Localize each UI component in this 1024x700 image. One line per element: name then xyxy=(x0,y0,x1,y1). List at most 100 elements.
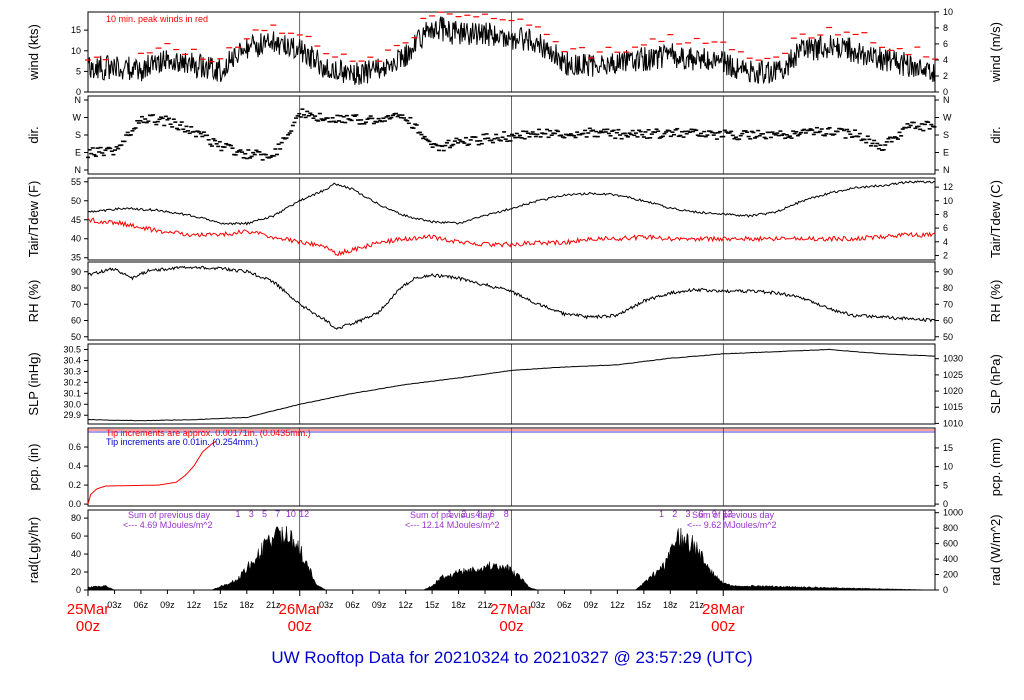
x-day-label: 25Mar xyxy=(67,601,110,618)
wind-right-tick-label: 8 xyxy=(943,23,948,33)
solar-radiation-area xyxy=(87,526,935,591)
pcp-right-tick-label: 10 xyxy=(943,462,953,472)
x-hour-tick-label: 18z xyxy=(663,600,678,610)
rad-right-tick-label: 800 xyxy=(943,523,958,533)
x-hour-tick-label: 12z xyxy=(610,600,625,610)
wind-left-axis-label: wind (kts) xyxy=(26,24,41,81)
rad-hour-mark: 7 xyxy=(275,509,280,519)
pcp-note-1: Tip increments are approx. 0.00171in. (0… xyxy=(106,428,311,438)
pcp-right-tick-label: 5 xyxy=(943,480,948,490)
temp-left-axis-label: Tair/Tdew (F) xyxy=(26,181,41,258)
slp-right-tick-label: 1030 xyxy=(943,354,963,364)
rh-right-tick-label: 90 xyxy=(943,267,953,277)
x-hour-tick-label: 03z xyxy=(107,600,122,610)
rad-sum-note-line2: <--- 9.62 MJoules/m^2 xyxy=(687,520,777,530)
x-hour-tick-label: 09z xyxy=(160,600,175,610)
slp-left-axis-label: SLP (inHg) xyxy=(26,352,41,415)
x-day-hour-label: 00z xyxy=(76,618,100,635)
rad-hour-mark: 8 xyxy=(504,509,509,519)
rad-hour-mark: 4 xyxy=(475,509,480,519)
pcp-right-axis-label: pcp. (mm) xyxy=(988,438,1003,497)
rad-hour-mark: 10 xyxy=(286,509,296,519)
slp-right-axis-label: SLP (hPa) xyxy=(988,354,1003,414)
rad-right-tick-label: 600 xyxy=(943,539,958,549)
wind-right-tick-label: 0 xyxy=(943,87,948,97)
temp-left-tick-label: 45 xyxy=(71,215,81,225)
rad-sum-note-line1: Sum of previous day xyxy=(410,510,493,520)
rad-hour-mark: 1 xyxy=(447,509,452,519)
wind-annotation: 10 min. peak winds in red xyxy=(106,14,208,24)
x-hour-tick-label: 03z xyxy=(531,600,546,610)
x-hour-tick-label: 18z xyxy=(240,600,255,610)
x-hour-tick-label: 15z xyxy=(425,600,440,610)
slp-right-tick-label: 1015 xyxy=(943,402,963,412)
wind-right-tick-label: 2 xyxy=(943,71,948,81)
x-hour-tick-label: 15z xyxy=(637,600,652,610)
temp-right-tick-label: 10 xyxy=(943,196,953,206)
dir-left-axis-label: dir. xyxy=(26,126,41,143)
rad-sum-note-line2: <--- 4.69 MJoules/m^2 xyxy=(123,520,213,530)
rad-hour-mark: 12 xyxy=(723,509,733,519)
pcp-right-tick-label: 0 xyxy=(943,499,948,509)
rad-hour-mark: 2 xyxy=(461,509,466,519)
temp-right-axis-label: Tair/Tdew (C) xyxy=(988,180,1003,258)
rh-left-tick-label: 90 xyxy=(71,267,81,277)
slp-left-tick-label: 29.9 xyxy=(63,410,81,420)
rh-right-tick-label: 50 xyxy=(943,332,953,342)
temp-right-tick-label: 8 xyxy=(943,209,948,219)
wind-right-axis-label: wind (m/s) xyxy=(988,22,1003,83)
rh-left-axis-label: RH (%) xyxy=(26,280,41,323)
precipitation-line xyxy=(87,440,217,505)
pcp-left-tick-label: 0.0 xyxy=(68,499,81,509)
slp-left-tick-label: 30.1 xyxy=(63,388,81,398)
rad-hour-mark: 6 xyxy=(490,509,495,519)
wind-right-tick-label: 6 xyxy=(943,39,948,49)
x-hour-tick-label: 21z xyxy=(266,600,281,610)
wind-left-tick-label: 5 xyxy=(76,66,81,76)
x-day-label: 28Mar xyxy=(702,601,745,618)
slp-left-tick-label: 30.3 xyxy=(63,366,81,376)
temp-right-tick-label: 12 xyxy=(943,182,953,192)
temp-left-tick-label: 40 xyxy=(71,234,81,244)
dir-right-tick-label: N xyxy=(943,95,950,105)
rad-right-tick-label: 200 xyxy=(943,570,958,580)
rad-right-axis-label: rad (W/m^2) xyxy=(988,514,1003,585)
rad-left-tick-label: 60 xyxy=(71,531,81,541)
wind-left-tick-label: 0 xyxy=(76,87,81,97)
wind-right-tick-label: 10 xyxy=(943,7,953,17)
dir-left-tick-label: E xyxy=(75,148,81,158)
x-hour-tick-label: 18z xyxy=(451,600,466,610)
rad-right-tick-label: 400 xyxy=(943,554,958,564)
wind-left-tick-label: 10 xyxy=(71,46,81,56)
temp-left-tick-label: 55 xyxy=(71,177,81,187)
rad-left-tick-label: 20 xyxy=(71,567,81,577)
rad-hour-mark: 9 xyxy=(712,509,717,519)
rad-hour-mark: 6 xyxy=(699,509,704,519)
rad-right-tick-label: 0 xyxy=(943,585,948,595)
pressure-line xyxy=(87,348,936,422)
relative-humidity-line xyxy=(87,265,936,330)
rad-hour-mark: 2 xyxy=(672,509,677,519)
rad-sum-note-line1: Sum of previous day xyxy=(692,510,775,520)
pcp-left-tick-label: 0.4 xyxy=(68,461,81,471)
rh-left-tick-label: 80 xyxy=(71,283,81,293)
rh-left-tick-label: 70 xyxy=(71,299,81,309)
rad-right-tick-label: 1000 xyxy=(943,508,963,518)
x-hour-tick-label: 12z xyxy=(187,600,202,610)
rad-left-tick-label: 80 xyxy=(71,513,81,523)
rad-left-axis-label: rad(Lgly/hr) xyxy=(26,517,41,583)
x-day-hour-label: 00z xyxy=(499,618,523,635)
temp-right-tick-label: 4 xyxy=(943,237,948,247)
wind-left-tick-label: 15 xyxy=(71,25,81,35)
x-hour-tick-label: 15z xyxy=(213,600,228,610)
x-hour-tick-label: 06z xyxy=(345,600,360,610)
pcp-left-axis-label: pcp. (in) xyxy=(26,444,41,491)
rad-left-tick-label: 0 xyxy=(76,585,81,595)
rh-left-tick-label: 60 xyxy=(71,316,81,326)
slp-right-tick-label: 1020 xyxy=(943,386,963,396)
dir-right-tick-label: W xyxy=(943,113,952,123)
dir-left-tick-label: S xyxy=(75,130,81,140)
dir-right-tick-label: N xyxy=(943,165,950,175)
slp-right-tick-label: 1025 xyxy=(943,370,963,380)
